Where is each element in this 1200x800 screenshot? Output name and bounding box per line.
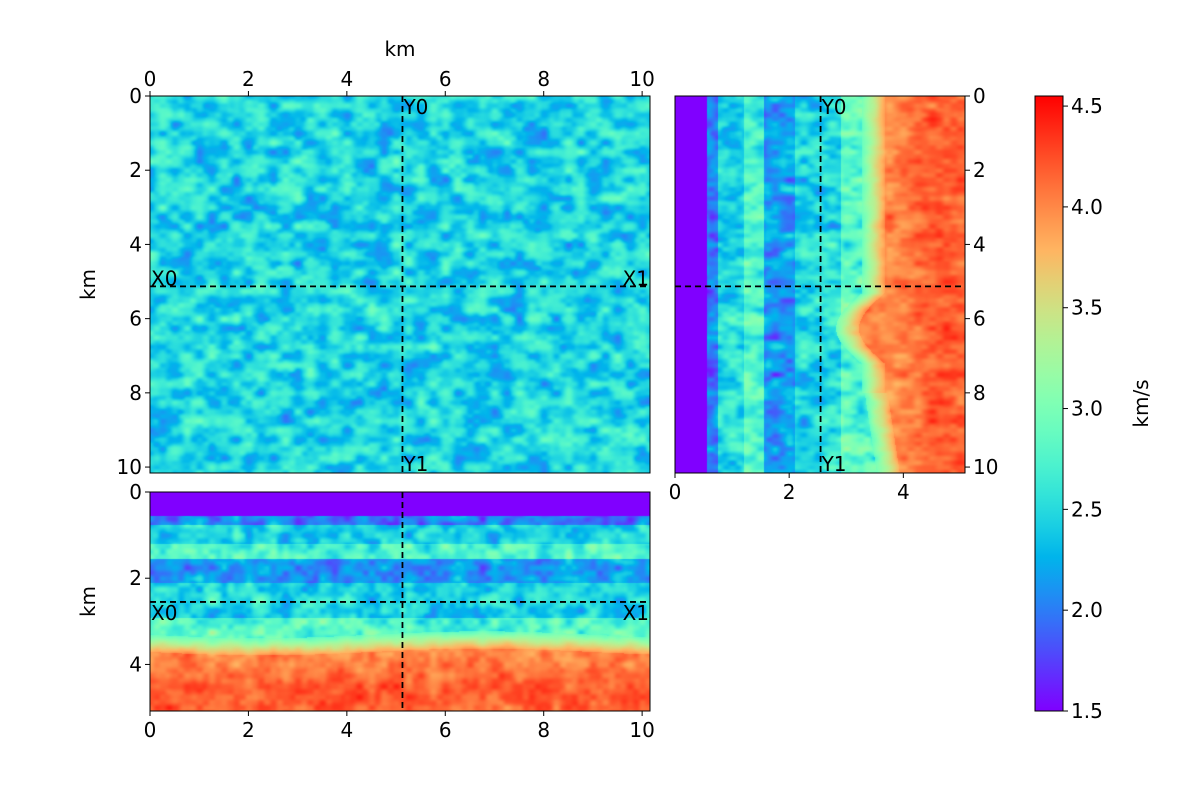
colorbar-gradient	[1034, 95, 1064, 712]
y-tick-label: 6	[973, 307, 986, 331]
x-tick-label: 6	[439, 67, 452, 91]
y-tick-label: 6	[129, 307, 142, 331]
velocity-image	[150, 96, 650, 473]
y-tick-label: 4	[129, 232, 142, 256]
x-tick-label: 6	[439, 718, 452, 742]
panel-xz-slice: 0 2 4 6 8 10 0 2 4 km X0 X1	[76, 480, 655, 742]
y-tick-label: 2	[973, 158, 986, 182]
colorbar-tick-label: 2.0	[1071, 598, 1103, 622]
y-tick-label: 0	[973, 84, 986, 108]
colorbar-tick-label: 3.5	[1071, 296, 1103, 320]
x-tick-label: 8	[537, 718, 550, 742]
x-tick-label: 10	[629, 718, 654, 742]
panel-yz-slice: 0 2 4 0 2 4 6 8 10 Y0 Y1	[669, 84, 999, 504]
y-tick-label: 10	[117, 455, 142, 479]
annotation-y1: Y1	[402, 452, 428, 476]
y-axis-label: km	[76, 586, 100, 617]
y-tick-label: 10	[973, 455, 998, 479]
x-axis-label: km	[384, 37, 415, 61]
y-tick-label: 2	[129, 158, 142, 182]
y-tick-label: 4	[129, 652, 142, 676]
y-tick-label: 2	[129, 566, 142, 590]
y-tick-label: 0	[129, 480, 142, 504]
y-tick-label: 8	[973, 381, 986, 405]
annotation-x0: X0	[151, 601, 177, 625]
annotation-x1: X1	[623, 266, 649, 290]
y-tick-label: 4	[973, 232, 986, 256]
y-tick-label: 0	[129, 84, 142, 108]
colorbar-tick-label: 4.5	[1071, 94, 1103, 118]
x-tick-label: 10	[629, 67, 654, 91]
annotation-x1: X1	[623, 601, 649, 625]
colorbar-tick-label: 2.5	[1071, 497, 1103, 521]
x-tick-label: 0	[144, 718, 157, 742]
x-tick-label: 4	[897, 480, 910, 504]
x-tick-label: 8	[537, 67, 550, 91]
x-tick-label: 0	[669, 480, 682, 504]
y-tick-label: 8	[129, 381, 142, 405]
colorbar-tick-label: 1.5	[1071, 699, 1103, 723]
axes-frame	[149, 95, 651, 474]
colorbar-tick-label: 4.0	[1071, 195, 1103, 219]
x-tick-label: 0	[144, 67, 157, 91]
annotation-y0: Y0	[402, 95, 428, 119]
x-tick-label: 2	[783, 480, 796, 504]
x-tick-label: 2	[242, 718, 255, 742]
x-tick-label: 4	[340, 67, 353, 91]
annotation-y0: Y0	[821, 95, 847, 119]
colorbar-tick-label: 3.0	[1071, 397, 1103, 421]
colorbar-label: km/s	[1129, 379, 1153, 427]
y-axis-label: km	[76, 269, 100, 300]
x-tick-label: 2	[242, 67, 255, 91]
x-tick-label: 4	[340, 718, 353, 742]
annotation-x0: X0	[151, 266, 177, 290]
annotation-y1: Y1	[821, 452, 847, 476]
panel-depth-slice: 0 2 4 6 8 10 0 2 4 6 8 10 km km X0 X1 Y0 Y1	[76, 37, 655, 479]
colorbar: 1.5 2.0 2.5 3.0 3.5 4.0 4.5 km/s	[1034, 94, 1153, 723]
